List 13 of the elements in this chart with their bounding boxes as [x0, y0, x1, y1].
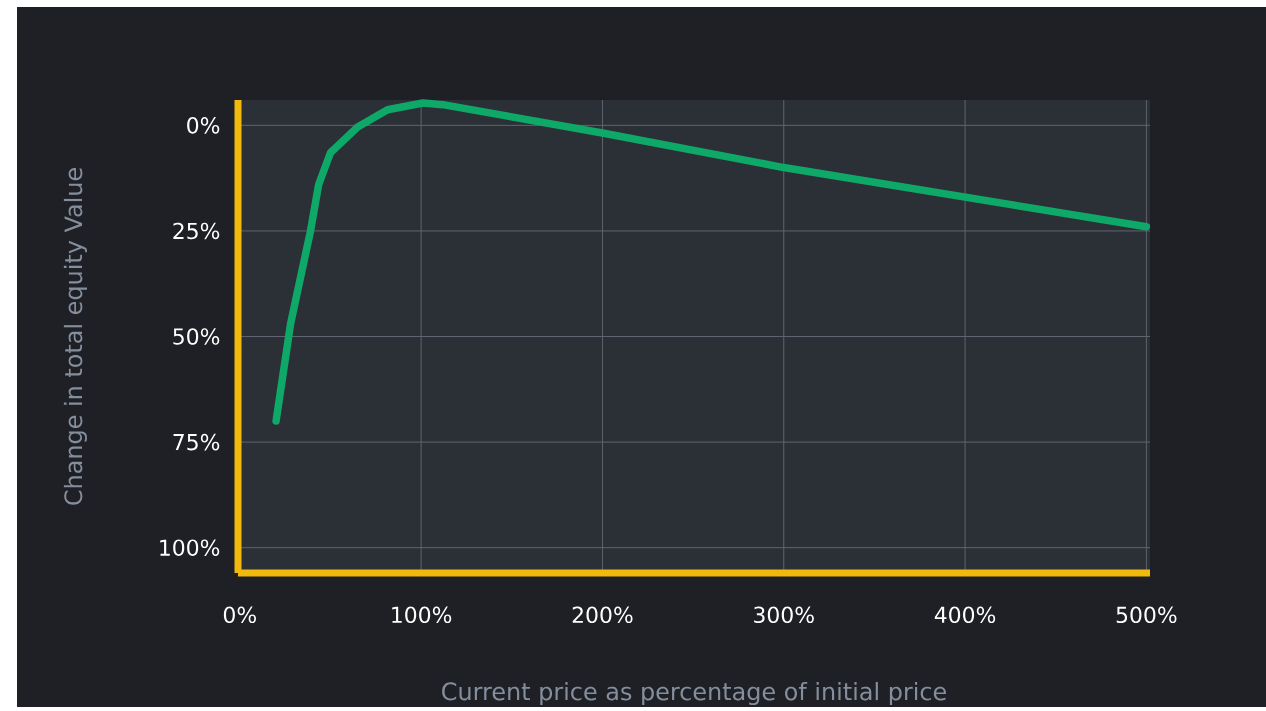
x-axis-title: Current price as percentage of initial price: [442, 681, 946, 706]
y-axis-title: Change in total equity Value: [63, 168, 87, 505]
y-tick-label: 25%: [173, 222, 220, 240]
y-tick-label: 50%: [173, 328, 220, 345]
y-tick-label: 100%: [160, 539, 220, 556]
x-tick-label: 0%: [223, 606, 256, 624]
x-tick-label: 100%: [392, 606, 452, 624]
y-tick-label: 0%: [187, 117, 220, 134]
x-tick-label: 300%: [754, 606, 814, 624]
x-tick-label: 500%: [1116, 606, 1177, 624]
x-tick-label: 400%: [934, 606, 996, 624]
x-tick-label: 200%: [572, 606, 633, 624]
y-tick-label: 75%: [173, 433, 220, 451]
